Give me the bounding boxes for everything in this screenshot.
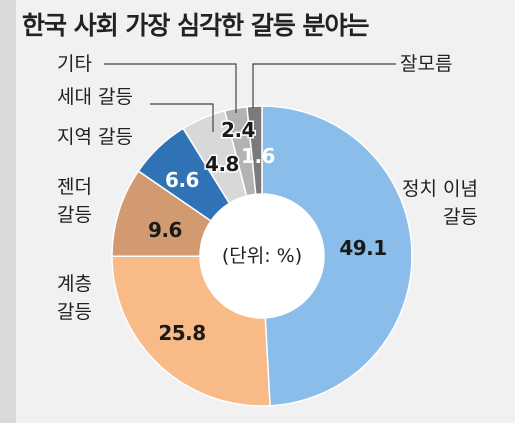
- value-label: 9.6: [148, 218, 182, 242]
- value-label: 4.8: [205, 152, 239, 176]
- category-label: 기타: [57, 53, 92, 75]
- category-label: 잘모름: [400, 53, 452, 75]
- value-label: 1.6: [241, 144, 275, 168]
- leader-line: [104, 63, 237, 113]
- leader-line: [150, 103, 214, 132]
- category-label: 지역 갈등: [57, 126, 133, 148]
- category-label: 계층: [57, 273, 92, 295]
- category-label: 갈등: [443, 206, 478, 228]
- value-label: 6.6: [165, 168, 199, 192]
- category-label: 갈등: [57, 301, 92, 323]
- category-label: 세대 갈등: [57, 86, 133, 108]
- value-label: 49.1: [339, 236, 386, 260]
- category-label: 정치 이념: [402, 178, 478, 200]
- category-label: 갈등: [57, 204, 92, 226]
- donut-center: [200, 194, 324, 318]
- chart-title: 한국 사회 가장 심각한 갈등 분야는: [22, 11, 370, 40]
- unit-note: (단위: %): [222, 245, 302, 267]
- left-accent-bar: [0, 0, 16, 423]
- leader-line: [252, 63, 396, 108]
- value-label: 25.8: [158, 321, 205, 345]
- category-label: 젠더: [57, 176, 92, 198]
- value-label: 2.4: [221, 118, 255, 142]
